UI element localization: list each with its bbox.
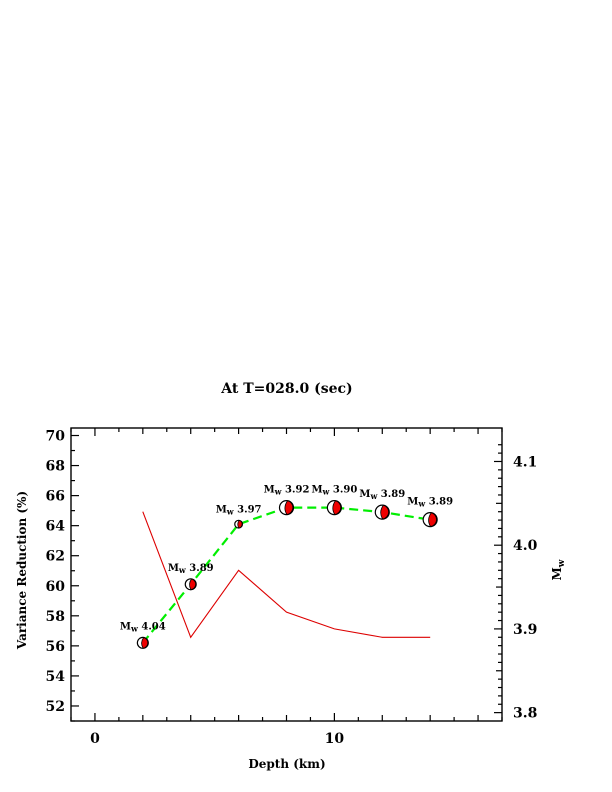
y-axis-label-left: Variance Reduction (%) xyxy=(15,491,29,650)
beachball-quadrant xyxy=(189,578,197,591)
axes: 0 10 52 54 56 58 60 62 64 66 68 70 3.8 3.9 4.0 4.1 Mw xyxy=(46,427,567,747)
magnitude-label: Mw 3.92 xyxy=(264,485,310,497)
series xyxy=(141,506,431,644)
y-tick-label-left: 54 xyxy=(46,669,66,685)
y-tick-label-left: 62 xyxy=(46,549,65,565)
variance-reduction-line xyxy=(141,506,431,644)
beachball-marker xyxy=(184,578,197,591)
y-tick-label-left: 56 xyxy=(46,639,65,655)
magnitude-label: Mw 3.97 xyxy=(216,504,262,516)
beachball-quadrant xyxy=(332,500,342,515)
y-tick-label-left: 58 xyxy=(46,609,65,625)
beachball-quadrant xyxy=(428,512,437,527)
magnitude-label: Mw 3.90 xyxy=(311,485,357,497)
y-tick-label-left: 64 xyxy=(46,519,66,535)
y-tick-label-right: 4.0 xyxy=(513,538,538,554)
y-tick-label-left: 66 xyxy=(46,489,65,505)
plot-frame xyxy=(70,427,503,722)
y-tick-label-left: 52 xyxy=(46,699,65,715)
beachball-marker xyxy=(278,500,295,516)
y-axis-label-right: Mw xyxy=(550,559,567,580)
beachball-quadrant xyxy=(141,637,149,649)
beachball-marker xyxy=(422,512,438,528)
y-tick-label-left: 60 xyxy=(46,579,66,595)
magnitude-label: Mw 3.89 xyxy=(407,497,453,509)
chart-title: At T=028.0 (sec) xyxy=(220,381,352,397)
x-axis-label: Depth (km) xyxy=(248,757,325,771)
beachball-quadrant xyxy=(237,519,243,529)
magnitude-line xyxy=(142,511,431,639)
y-tick-label-left: 70 xyxy=(46,429,66,445)
beachball-quadrant xyxy=(380,504,389,520)
magnitude-label: Mw 4.04 xyxy=(120,621,166,633)
beachball-marker xyxy=(234,519,244,529)
magnitude-label: Mw 3.89 xyxy=(359,489,405,501)
beachball-marker xyxy=(326,500,342,516)
y-tick-label-right: 3.9 xyxy=(513,622,537,638)
y-tick-label-right: 3.8 xyxy=(513,706,537,722)
x-tick-label: 0 xyxy=(90,731,100,747)
beachball-marker xyxy=(136,636,149,649)
magnitude-label: Mw 3.89 xyxy=(168,563,214,575)
beachball-quadrant xyxy=(284,500,294,515)
beachball-marker xyxy=(374,504,390,520)
y-tick-label-right: 4.1 xyxy=(513,454,537,470)
x-tick-label: 10 xyxy=(325,731,345,747)
y-tick-label-left: 68 xyxy=(46,459,65,475)
